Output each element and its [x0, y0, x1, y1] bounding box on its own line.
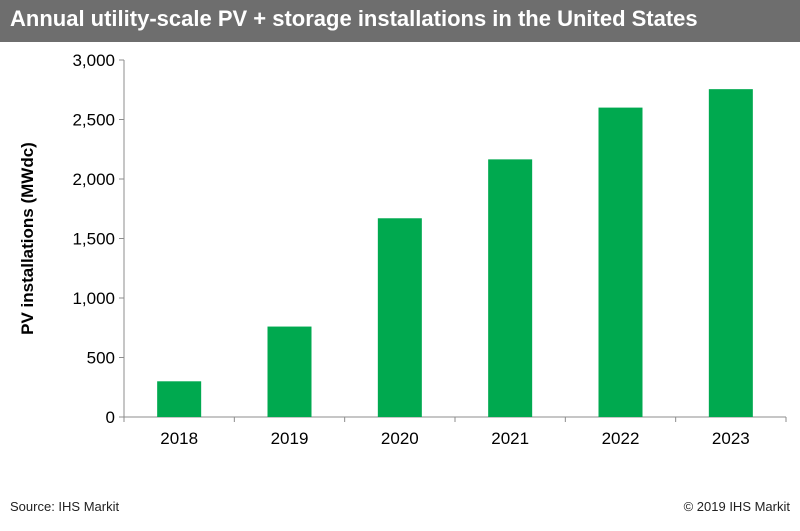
y-tick-label: 0	[106, 408, 115, 427]
title-bar: Annual utility-scale PV + storage instal…	[0, 0, 800, 42]
y-axis-title: PV installations (MWdc)	[18, 142, 37, 335]
source-note: Source: IHS Markit	[10, 499, 120, 514]
y-tick-label: 1,000	[72, 289, 115, 308]
x-tick-label: 2023	[712, 429, 750, 448]
x-tick-label: 2020	[381, 429, 419, 448]
bar-2022	[598, 107, 643, 417]
y-tick-label: 1,500	[72, 230, 115, 249]
x-tick-label: 2018	[160, 429, 198, 448]
x-tick-label: 2021	[491, 429, 529, 448]
chart-title: Annual utility-scale PV + storage instal…	[10, 6, 698, 31]
x-tick-label: 2019	[271, 429, 309, 448]
bar-2019	[267, 326, 312, 417]
x-tick-label: 2022	[602, 429, 640, 448]
y-tick-label: 2,500	[72, 111, 115, 130]
bar-2023	[708, 89, 753, 417]
bar-2021	[488, 159, 533, 418]
y-tick-label: 500	[87, 349, 115, 368]
copyright-note: © 2019 IHS Markit	[683, 499, 790, 514]
bar-2020	[377, 218, 422, 417]
y-tick-label: 2,000	[72, 170, 115, 189]
y-tick-label: 3,000	[72, 51, 115, 70]
bar-2018	[157, 381, 202, 417]
